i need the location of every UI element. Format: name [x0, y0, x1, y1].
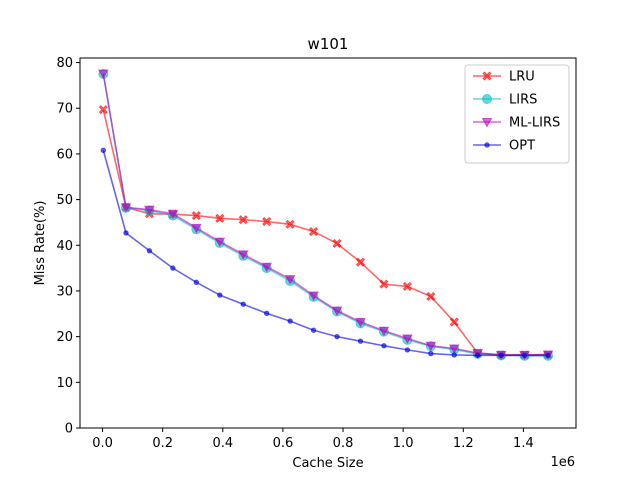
data-point-lru: [402, 281, 412, 291]
series-line-opt: [102, 150, 549, 357]
data-point-ml-lirs: [120, 203, 132, 213]
data-point-opt: [404, 347, 411, 353]
chart-title: w101: [308, 35, 349, 53]
data-point-lru: [262, 216, 272, 227]
data-point-opt: [381, 343, 387, 349]
data-point-lru: [191, 211, 201, 221]
y-axis-label: Miss Rate(%): [33, 201, 48, 286]
data-point-ml-lirs: [144, 205, 155, 216]
data-point-lru: [449, 317, 459, 327]
data-point-ml-lirs: [331, 306, 343, 317]
legend-marker-lirs: [482, 94, 492, 104]
y-axis-ticks: 0 10 20 30 40 50 60 70 80: [56, 56, 80, 437]
x-axis-offset-label: 1e6: [550, 455, 575, 470]
data-point-ml-lirs: [167, 209, 179, 220]
data-point-ml-lirs: [214, 237, 226, 248]
data-point-opt: [498, 352, 504, 359]
legend-label-ml-lirs: ML-LIRS: [509, 116, 560, 131]
x-tick-label: 0.0: [92, 436, 113, 451]
data-point-ml-lirs: [378, 326, 390, 337]
data-point-ml-lirs: [237, 250, 249, 260]
data-point-opt: [263, 310, 270, 317]
x-tick-label: 0.6: [273, 436, 294, 451]
data-point-opt: [170, 265, 176, 271]
data-point-opt: [451, 352, 457, 358]
legend-box: [464, 64, 570, 164]
data-point-ml-lirs: [425, 341, 437, 352]
x-tick-label: 0.4: [212, 436, 233, 451]
x-tick-label: 1.2: [453, 436, 474, 451]
data-point-ml-lirs: [190, 223, 202, 234]
data-point-lru: [98, 105, 108, 115]
data-point-opt: [334, 333, 340, 340]
x-tick-label: 1.4: [513, 436, 534, 451]
data-point-opt: [123, 230, 129, 236]
data-point-lru: [379, 279, 389, 289]
y-tick-label: 50: [56, 193, 73, 208]
data-point-lru: [426, 291, 436, 302]
data-point-opt: [240, 301, 246, 307]
data-point-lru: [332, 238, 342, 249]
data-point-ml-lirs: [308, 291, 319, 302]
data-point-opt: [217, 292, 223, 298]
legend-label-lirs: LIRS: [509, 93, 537, 108]
data-point-ml-lirs: [402, 334, 413, 344]
x-axis-label: Cache Size: [292, 456, 363, 471]
y-tick-label: 30: [56, 284, 73, 299]
legend-marker-opt: [484, 142, 490, 148]
data-point-lru: [238, 215, 248, 225]
plot-frame: [79, 57, 577, 429]
data-point-opt: [357, 338, 364, 344]
y-tick-label: 80: [56, 56, 73, 71]
data-point-opt: [100, 147, 106, 153]
y-tick-label: 20: [56, 330, 73, 345]
legend: LRU LIRS ML-LIRS OPT: [464, 64, 570, 164]
data-point-ml-lirs: [261, 262, 273, 273]
y-tick-label: 10: [56, 376, 73, 391]
data-point-lru: [285, 219, 295, 229]
data-point-opt: [310, 327, 317, 333]
data-point-ml-lirs: [97, 69, 109, 80]
series-line-ml-lirs: [102, 73, 549, 356]
y-tick-label: 70: [56, 102, 73, 117]
data-point-opt: [545, 352, 551, 359]
legend-marker-ml-lirs: [481, 118, 493, 128]
data-point-ml-lirs: [284, 275, 296, 285]
data-point-opt: [146, 248, 153, 254]
data-point-ml-lirs: [448, 344, 460, 355]
legend-label-opt: OPT: [509, 139, 535, 154]
x-axis-ticks: 0.0 0.2 0.4 0.6 0.8 1.0 1.2 1.4: [92, 428, 534, 451]
data-point-lru: [215, 213, 225, 223]
data-point-lru: [355, 257, 366, 267]
plot-area: [97, 68, 554, 361]
data-point-opt: [287, 318, 293, 324]
y-tick-label: 0: [65, 422, 73, 437]
data-point-opt: [193, 279, 200, 285]
x-tick-label: 1.0: [393, 436, 414, 451]
y-tick-label: 60: [56, 147, 73, 162]
y-tick-label: 40: [56, 239, 73, 254]
x-tick-label: 0.2: [152, 436, 173, 451]
legend-label-lru: LRU: [509, 70, 535, 85]
x-tick-label: 0.8: [333, 436, 354, 451]
data-point-lru: [309, 227, 319, 237]
data-point-ml-lirs: [355, 318, 366, 328]
data-point-opt: [475, 352, 481, 359]
data-point-opt: [521, 352, 528, 359]
legend-marker-lru: [482, 71, 492, 81]
series-opt: [100, 147, 551, 359]
data-point-opt: [428, 350, 434, 357]
